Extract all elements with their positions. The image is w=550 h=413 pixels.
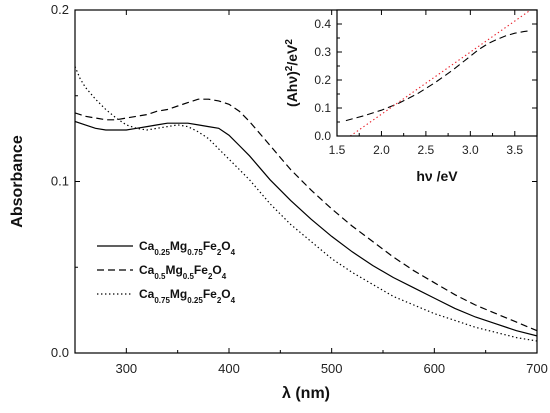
main-x-tick-label: 500	[321, 361, 343, 376]
inset-series-line-2	[349, 10, 532, 136]
legend: Ca0.25Mg0.75Fe2O4 Ca0.5Mg0.5Fe2O4 Ca0.75Mg…	[97, 239, 236, 305]
main-x-axis-title: λ (nm)	[282, 385, 330, 402]
inset-x-tick-label: 3.0	[462, 143, 479, 157]
inset-x-tick-label: 1.5	[329, 143, 346, 157]
main-y-tick-label: 0.0	[51, 345, 69, 360]
inset-y-tick-label: 0.3	[314, 45, 331, 59]
main-x-tick-label: 400	[218, 361, 240, 376]
main-series-line-3	[75, 66, 537, 342]
main-y-tick-label: 0.1	[51, 174, 69, 189]
main-absorbance-chart: 300 400 500 600 700 0.0 0.1 0.2 λ (nm) Absorbance…	[9, 2, 548, 402]
main-series-line-1	[75, 120, 537, 337]
legend-label: Ca0.25Mg0.75Fe2O4	[139, 239, 236, 257]
inset-y-tick-label: 0.4	[314, 17, 331, 31]
inset-plot-frame	[336, 9, 538, 137]
main-series-line-2	[75, 98, 537, 332]
inset-x-axis-title: hν /eV	[416, 168, 458, 184]
legend-label: Ca0.5Mg0.5Fe2O4	[139, 263, 227, 281]
inset-y-tick-label: 0.0	[314, 129, 331, 143]
inset-series-line-1	[345, 30, 529, 122]
main-y-axis-title: Absorbance	[9, 135, 26, 228]
main-y-tick-label: 0.2	[51, 2, 69, 17]
inset-x-tick-label: 2.5	[418, 143, 435, 157]
inset-x-tick-label: 3.5	[506, 143, 523, 157]
main-x-tick-label: 600	[423, 361, 445, 376]
inset-y-axis-title: (Ahν)2/eV2	[284, 39, 301, 107]
main-x-tick-label: 700	[526, 361, 548, 376]
inset-x-tick-label: 2.0	[373, 143, 390, 157]
inset-tauc-plot: 1.5 2.0 2.5 3.0 3.5 0.0 0.1 0.2 0.3 0.4 hν /eV (Ahν…	[284, 9, 538, 184]
legend-label: Ca0.75Mg0.25Fe2O4	[139, 287, 236, 305]
inset-y-tick-label: 0.2	[314, 73, 331, 87]
main-x-tick-label: 300	[115, 361, 137, 376]
inset-y-tick-label: 0.1	[314, 101, 331, 115]
inset-plot-area	[337, 10, 537, 136]
